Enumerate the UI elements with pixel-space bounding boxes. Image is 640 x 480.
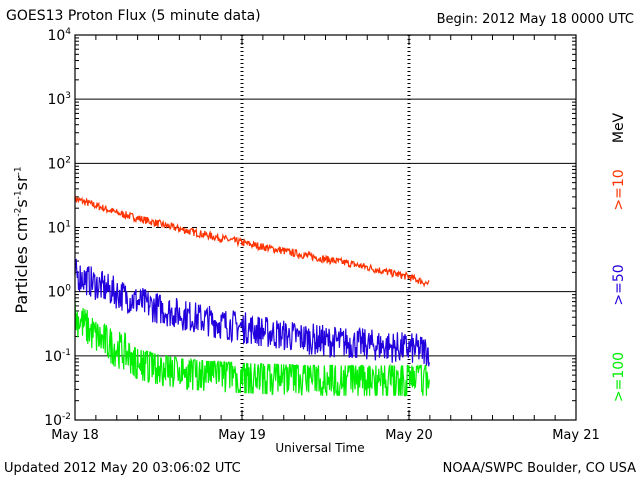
- legend-p50: >=50: [611, 264, 627, 306]
- y-tick-label: 104: [47, 27, 71, 44]
- series-p50-line: [74, 258, 430, 367]
- plot-frame: [74, 34, 577, 421]
- y-tick-label: 102: [47, 155, 71, 172]
- legend-unit: MeV: [611, 112, 627, 144]
- x-tick-label: May 21: [552, 428, 600, 443]
- x-tick-label: May 19: [218, 428, 266, 443]
- y-tick-label: 101: [47, 220, 71, 237]
- credit-text: NOAA/SWPC Boulder, CO USA: [442, 461, 636, 476]
- y-tick-label: 103: [47, 91, 71, 108]
- x-tick-label: May 18: [51, 428, 99, 443]
- chart-title: GOES13 Proton Flux (5 minute data): [6, 8, 261, 24]
- begin-time: Begin: 2012 May 18 0000 UTC: [436, 12, 634, 27]
- series-p100-line: [74, 301, 430, 397]
- legend-p10: >=10: [611, 169, 627, 211]
- x-tick-label: May 20: [385, 428, 433, 443]
- y-tick-label: 10-1: [44, 348, 71, 365]
- series-p10-line: [74, 195, 430, 288]
- legend-p100: >=100: [611, 351, 627, 403]
- y-tick-label: 100: [47, 284, 71, 301]
- x-axis-label: Universal Time: [275, 441, 365, 455]
- updated-time: Updated 2012 May 20 03:06:02 UTC: [4, 461, 241, 476]
- y-tick-label: 10-2: [44, 412, 71, 429]
